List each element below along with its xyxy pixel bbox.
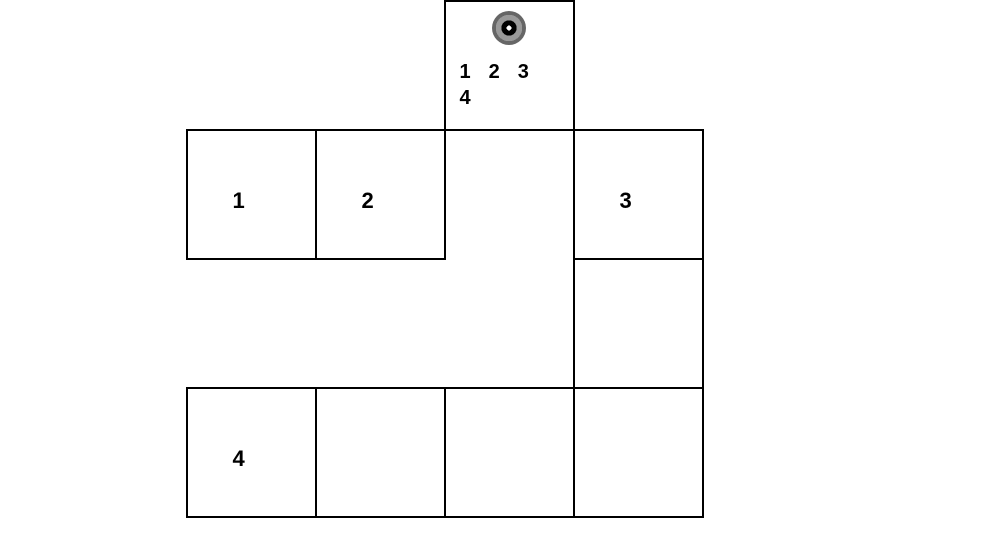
- eye-icon[interactable]: [492, 11, 526, 45]
- answer-number[interactable]: 2: [489, 61, 500, 83]
- cell-label-r1c1: 2: [361, 188, 373, 214]
- grid-cell-r3c0: [186, 387, 317, 518]
- grid-cell-r1c1: [315, 129, 446, 260]
- answer-row: 4: [459, 85, 546, 111]
- answer-number[interactable]: 1: [459, 61, 470, 83]
- answer-row: 123: [459, 59, 546, 85]
- answer-list: 1234: [459, 59, 546, 111]
- grid-cell-r1c0: [186, 129, 317, 260]
- cell-label-r1c3: 3: [619, 188, 631, 214]
- cell-label-r3c0: 4: [232, 446, 244, 472]
- grid-cell-r3c2: [444, 387, 575, 518]
- answer-number[interactable]: 3: [518, 61, 529, 83]
- grid-cell-r2c3: [573, 258, 704, 389]
- answer-number[interactable]: 4: [459, 87, 470, 109]
- grid-cell-r3c1: [315, 387, 446, 518]
- grid-cell-r1c3: [573, 129, 704, 260]
- grid-cell-r3c3: [573, 387, 704, 518]
- cell-label-r1c0: 1: [232, 188, 244, 214]
